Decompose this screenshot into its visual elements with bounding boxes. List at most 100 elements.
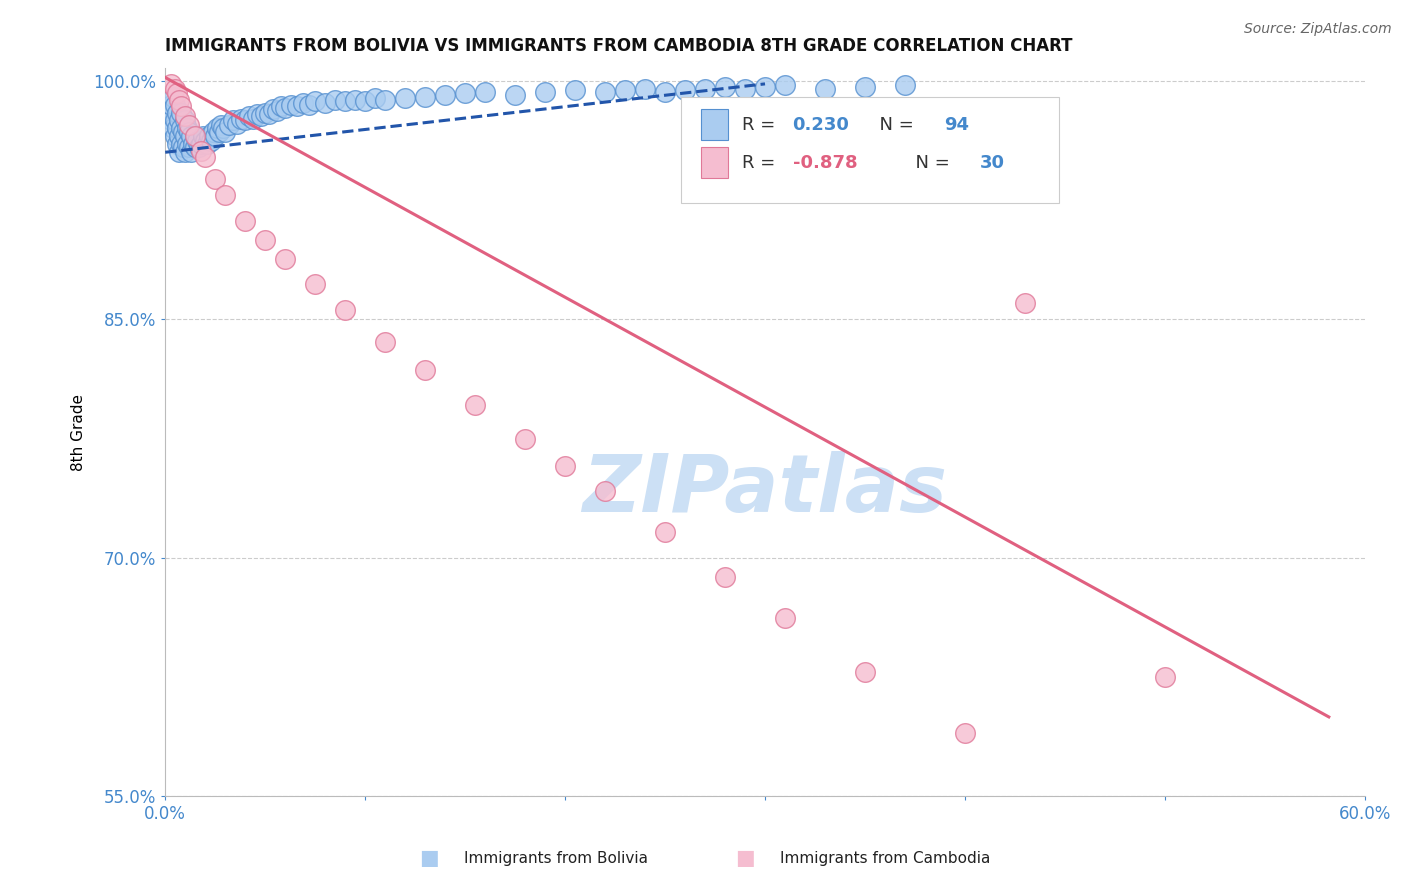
Point	[673, 83, 696, 97]
Point	[280, 97, 302, 112]
Text: ZIPatlas: ZIPatlas	[582, 451, 948, 530]
Text: 30: 30	[980, 153, 1005, 171]
Point	[184, 129, 207, 144]
Point	[333, 95, 356, 109]
Point	[166, 137, 188, 152]
Point	[166, 87, 188, 101]
Point	[190, 144, 212, 158]
Point	[614, 83, 637, 97]
Point	[274, 101, 297, 115]
Point	[593, 85, 616, 99]
Text: -0.878: -0.878	[793, 153, 858, 171]
Point	[262, 103, 284, 117]
FancyBboxPatch shape	[702, 110, 728, 140]
Point	[170, 121, 193, 136]
Point	[333, 302, 356, 317]
Text: ■: ■	[735, 848, 755, 868]
Point	[257, 107, 280, 121]
Point	[413, 89, 436, 103]
Point	[634, 81, 657, 95]
Point	[174, 145, 197, 160]
Point	[534, 85, 557, 99]
Y-axis label: 8th Grade: 8th Grade	[72, 393, 86, 471]
Point	[413, 363, 436, 377]
Point	[188, 140, 211, 154]
Text: Immigrants from Bolivia: Immigrants from Bolivia	[464, 851, 648, 865]
Point	[181, 137, 204, 152]
Point	[190, 137, 212, 152]
Point	[165, 129, 187, 144]
Point	[166, 105, 188, 120]
Point	[170, 137, 193, 152]
Point	[374, 93, 396, 107]
Point	[193, 129, 215, 144]
Point	[1014, 296, 1036, 310]
Point	[298, 97, 321, 112]
Point	[323, 93, 346, 107]
Point	[513, 432, 536, 446]
Point	[1154, 670, 1177, 684]
Point	[564, 83, 586, 97]
Point	[894, 78, 917, 93]
Text: Immigrants from Cambodia: Immigrants from Cambodia	[780, 851, 991, 865]
Point	[474, 85, 496, 99]
FancyBboxPatch shape	[681, 97, 1059, 202]
Text: 0.230: 0.230	[793, 116, 849, 134]
Point	[853, 80, 876, 95]
Point	[222, 113, 245, 128]
Point	[454, 87, 477, 101]
Point	[174, 109, 197, 123]
Point	[394, 91, 416, 105]
FancyBboxPatch shape	[702, 147, 728, 178]
Point	[162, 121, 184, 136]
Point	[209, 118, 232, 132]
Point	[654, 525, 676, 540]
Point	[314, 95, 336, 110]
Text: IMMIGRANTS FROM BOLIVIA VS IMMIGRANTS FROM CAMBODIA 8TH GRADE CORRELATION CHART: IMMIGRANTS FROM BOLIVIA VS IMMIGRANTS FR…	[166, 37, 1073, 55]
Point	[250, 109, 273, 123]
Point	[167, 145, 190, 160]
Point	[434, 88, 457, 103]
Point	[174, 113, 197, 128]
Point	[304, 95, 326, 109]
Point	[212, 121, 235, 136]
Point	[172, 125, 194, 139]
Point	[364, 91, 387, 105]
Point	[233, 213, 256, 227]
Point	[160, 77, 183, 91]
Point	[176, 121, 198, 136]
Point	[304, 277, 326, 292]
Point	[202, 125, 225, 139]
Point	[170, 99, 193, 113]
Point	[194, 150, 217, 164]
Text: ■: ■	[419, 848, 439, 868]
Point	[270, 99, 292, 113]
Point	[180, 145, 202, 160]
Point	[160, 113, 183, 128]
Point	[246, 107, 269, 121]
Point	[773, 611, 796, 625]
Point	[254, 233, 277, 247]
Point	[254, 105, 277, 120]
Point	[162, 89, 184, 103]
Point	[292, 95, 315, 110]
Point	[503, 88, 526, 103]
Point	[208, 125, 231, 139]
Point	[814, 81, 837, 95]
Point	[198, 129, 221, 144]
Point	[693, 81, 716, 95]
Point	[174, 129, 197, 144]
Point	[354, 95, 377, 109]
Point	[194, 134, 217, 148]
Point	[226, 117, 249, 131]
Text: R =: R =	[742, 153, 782, 171]
Point	[214, 188, 236, 202]
Text: 94: 94	[943, 116, 969, 134]
Point	[214, 125, 236, 139]
Point	[593, 484, 616, 499]
Point	[266, 103, 288, 118]
Point	[195, 137, 218, 152]
Point	[172, 140, 194, 154]
Point	[714, 80, 737, 95]
Point	[274, 252, 297, 266]
